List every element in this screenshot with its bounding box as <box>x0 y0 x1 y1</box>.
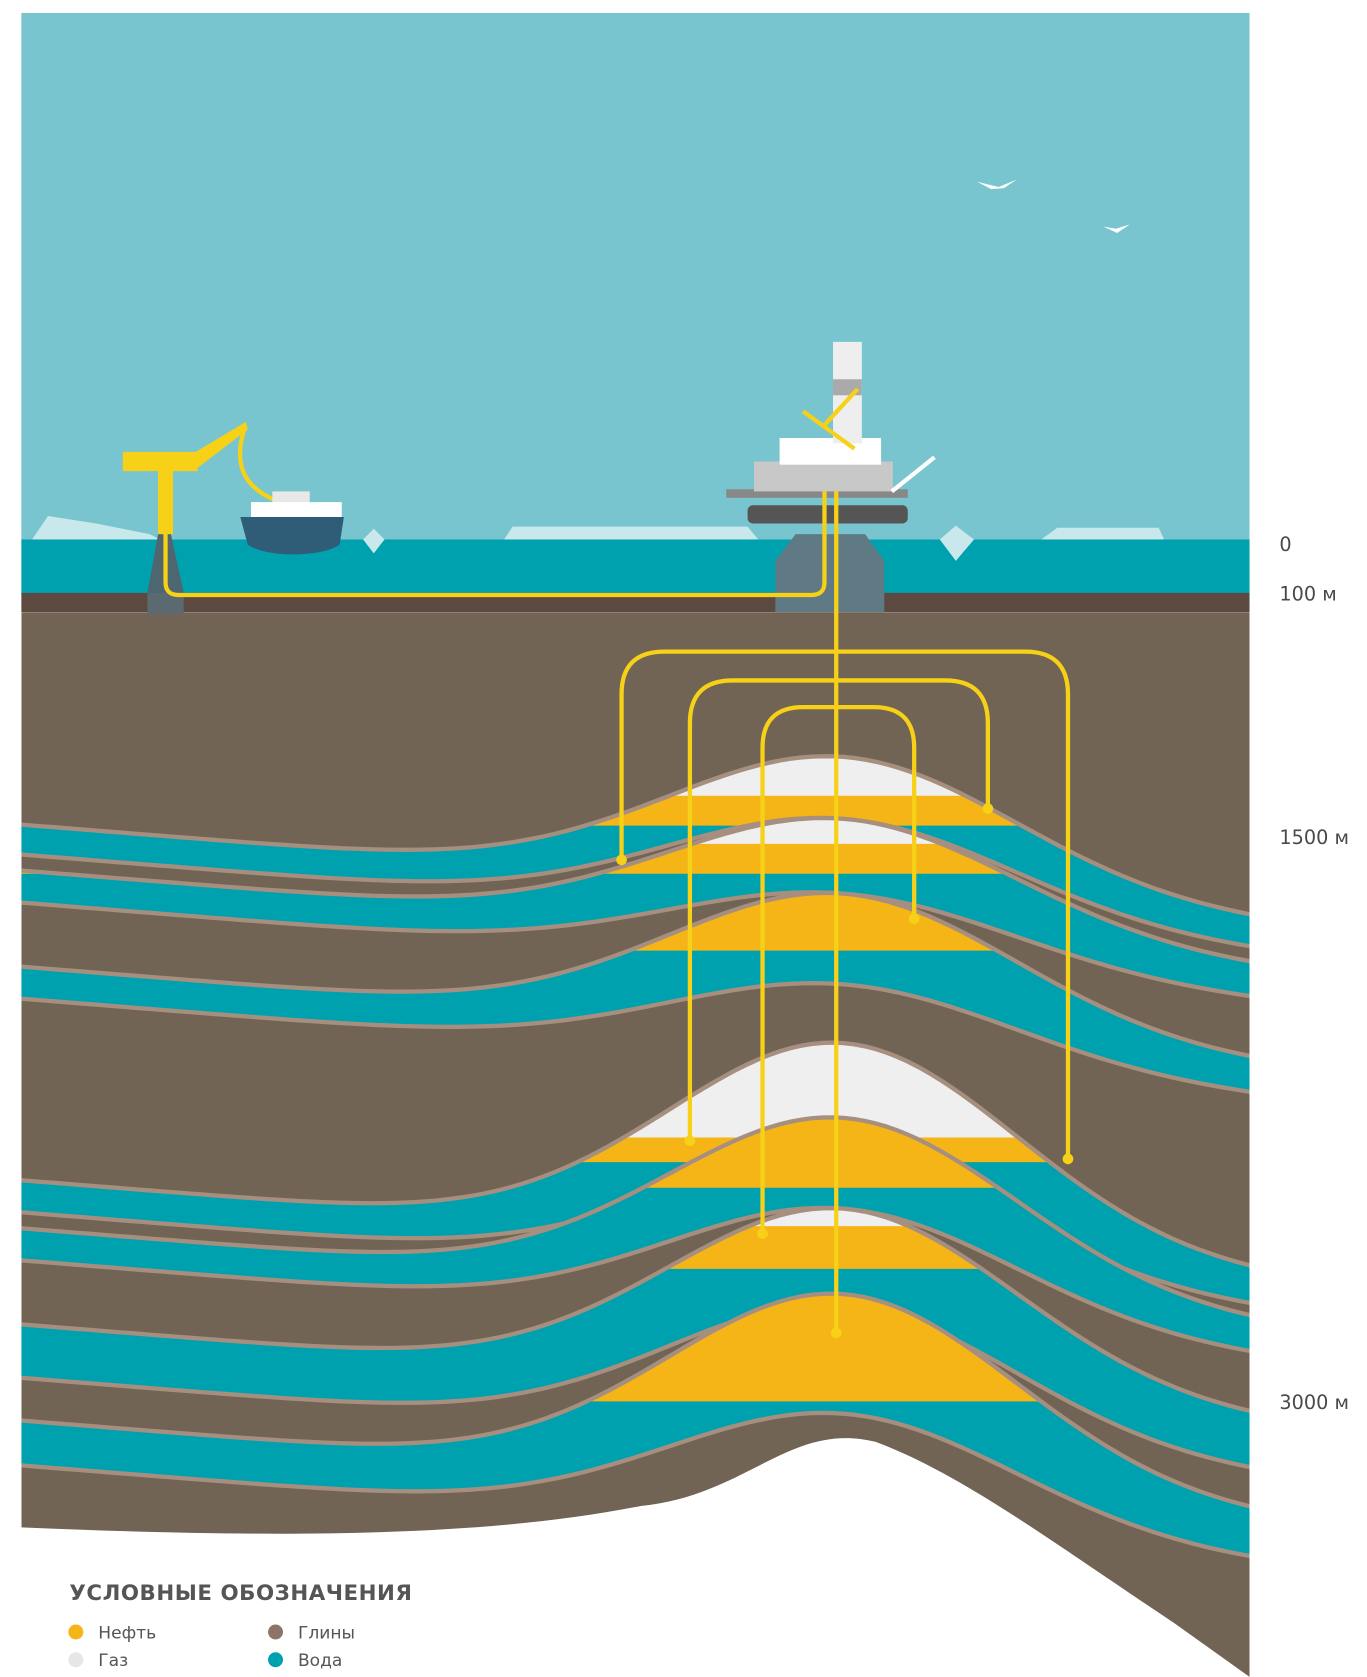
well <box>619 649 1071 1159</box>
oil-layer <box>21 892 1250 951</box>
oil-layer <box>21 818 1250 874</box>
legend-swatch <box>68 1652 84 1668</box>
tower-foot <box>147 592 184 615</box>
legend-item: Газ <box>98 1651 128 1671</box>
well <box>687 678 991 1141</box>
sky <box>21 12 1250 542</box>
layer-boundary <box>21 1301 1250 1474</box>
layer-boundary <box>21 1040 1250 1273</box>
legend-item: Глины <box>298 1623 355 1643</box>
iceberg <box>363 528 385 554</box>
ship-bridge <box>272 491 310 505</box>
well-ends <box>616 803 1074 1339</box>
strata <box>21 612 1250 1677</box>
crane-head <box>122 451 198 472</box>
platform-module <box>753 461 893 492</box>
legend-swatch <box>68 1624 84 1640</box>
layer-boundary <box>21 1206 1250 1418</box>
depth-label: 3000 м <box>1279 1391 1349 1414</box>
iceberg <box>32 515 161 540</box>
platform-base <box>775 534 885 613</box>
well-end <box>1062 1153 1074 1165</box>
ship-hull <box>240 517 344 555</box>
well-end <box>982 803 994 814</box>
derrick <box>833 379 862 396</box>
crane <box>801 387 860 451</box>
pipeline <box>163 491 827 598</box>
bird <box>1103 224 1130 233</box>
bird <box>977 179 1017 190</box>
legend-item: Вода <box>298 1651 342 1671</box>
iceberg <box>504 526 759 540</box>
gas-layer <box>21 1042 1250 1138</box>
well-end <box>684 1135 696 1147</box>
layer-boundary <box>21 1205 1250 1357</box>
legend-title: УСЛОВНЫЕ ОБОЗНАЧЕНИЯ <box>69 1581 412 1606</box>
oil-layer <box>21 1117 1250 1188</box>
layer-boundary <box>21 1291 1250 1514</box>
platform-module <box>779 438 882 465</box>
crane-boom <box>192 421 248 468</box>
legend-swatch <box>268 1624 284 1640</box>
layer-boundary <box>21 815 1250 967</box>
layer-boundary <box>21 815 1250 952</box>
platform-deck <box>726 489 908 498</box>
depth-label: 100 м <box>1279 582 1336 605</box>
depth-label: 1500 м <box>1279 826 1349 849</box>
oil-layer <box>21 1293 1250 1402</box>
layer-boundary <box>21 1115 1250 1322</box>
layer-boundary <box>21 754 1250 921</box>
layer-boundary <box>21 890 1250 1062</box>
seabed <box>21 592 1250 613</box>
depth-label: 0 <box>1279 533 1291 556</box>
sea <box>21 539 1250 596</box>
iceberg <box>1041 527 1165 540</box>
well-end <box>908 913 920 924</box>
layer-boundary <box>21 890 1250 1002</box>
well-end <box>616 854 627 866</box>
ship-deck <box>250 502 342 518</box>
wells <box>163 491 1071 1333</box>
legend-swatch <box>268 1652 284 1668</box>
well <box>760 705 917 1234</box>
legend-item: Нефть <box>98 1623 156 1643</box>
flare-boom <box>890 455 936 494</box>
oil-layer <box>21 756 1250 826</box>
layer-boundary <box>21 981 1250 1097</box>
water-layer <box>21 1208 1250 1472</box>
well-end <box>757 1228 768 1239</box>
iceberg <box>939 525 974 561</box>
layer-boundary <box>21 1410 1250 1562</box>
well-end <box>830 1327 842 1339</box>
platform-pontoon <box>747 505 908 524</box>
